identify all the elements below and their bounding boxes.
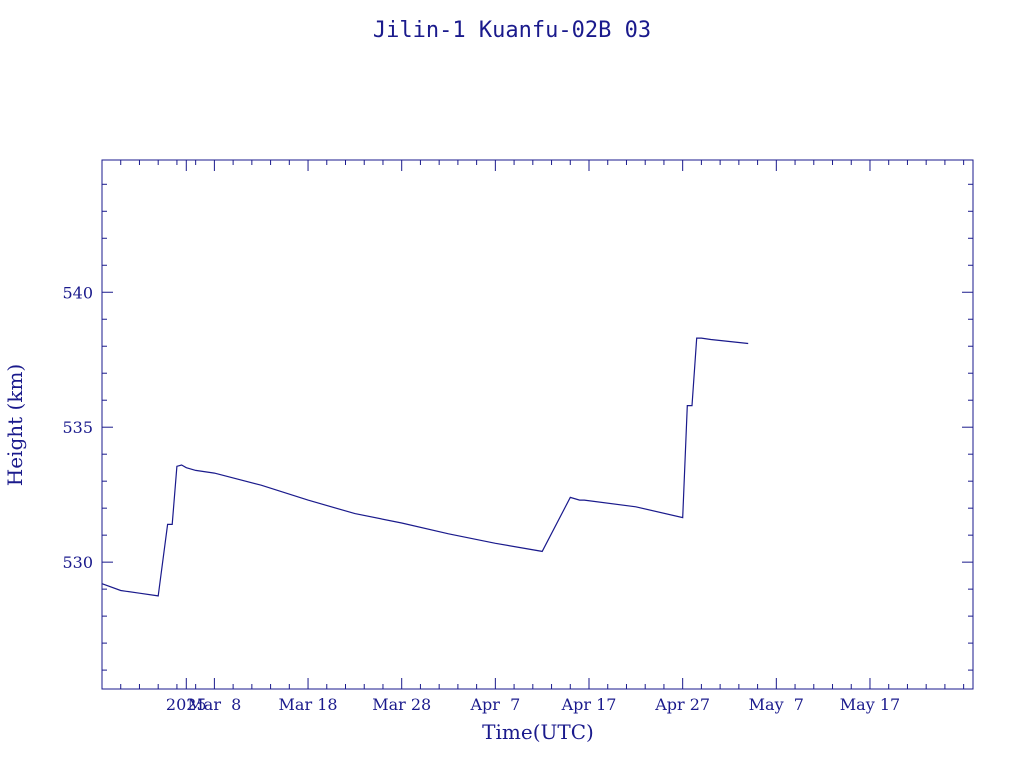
x-tick-label: Mar 18 (279, 695, 338, 714)
height-series-line (101, 337, 749, 597)
tick-marks (102, 160, 973, 689)
y-tick-label: 535 (62, 418, 93, 437)
x-tick-label: May 7 (749, 695, 804, 714)
y-tick-labels: 530 535 540 (62, 283, 93, 572)
x-tick-label: 2025 (166, 695, 207, 714)
x-tick-label: May 17 (840, 695, 900, 714)
y-axis-label: Height (km) (3, 364, 27, 486)
x-axis-label: Time(UTC) (482, 720, 594, 744)
x-tick-label: Apr 17 (561, 695, 617, 714)
plot-frame (101, 159, 974, 690)
x-tick-label: Mar 8 (187, 695, 241, 714)
chart-title: Jilin-1 Kuanfu-02B 03 (373, 18, 651, 43)
y-tick-label: 540 (62, 283, 93, 302)
y-tick-label: 530 (62, 553, 93, 572)
x-tick-label: Apr 27 (654, 695, 710, 714)
x-tick-label: Mar 28 (372, 695, 431, 714)
x-tick-label: Apr 7 (469, 695, 520, 714)
